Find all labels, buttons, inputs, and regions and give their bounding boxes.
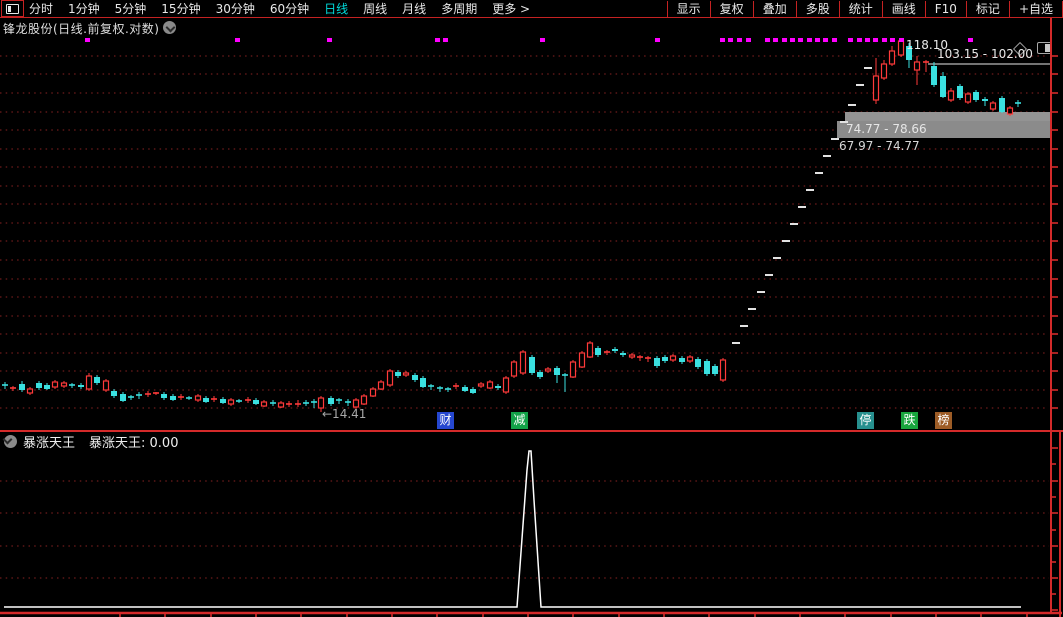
tag-finance[interactable]: 财 — [437, 412, 454, 429]
top-menu-bar: 分时 1分钟 5分钟 15分钟 30分钟 60分钟 日线 周线 月线 多周期 更… — [0, 0, 1063, 18]
stock-title: 锋龙股份(日线.前复权.对数) — [3, 22, 160, 36]
tag-fall[interactable]: 跌 — [901, 412, 918, 429]
tool-menu: 显示 复权 叠加 多股 统计 画线 F10 标记 +自选 — [666, 0, 1063, 17]
high-price-label: 118.10 — [906, 38, 948, 52]
chart-title-bar: 锋龙股份(日线.前复权.对数) — [0, 18, 1063, 57]
gap-price-label: 103.15 - 102.00 — [937, 47, 1033, 61]
menu-item-60min[interactable]: 60分钟 — [269, 2, 310, 16]
window-layout-button[interactable] — [1, 0, 24, 17]
menu-item-drawline[interactable]: 画线 — [881, 0, 925, 17]
menu-item-display[interactable]: 显示 — [666, 0, 710, 17]
collapse-indicator-icon[interactable] — [4, 434, 17, 448]
menu-item-5min[interactable]: 5分钟 — [114, 2, 147, 16]
indicator-name[interactable]: 暴涨天王 — [23, 435, 76, 451]
indicator-value: 暴涨天王: 0.00 — [89, 435, 179, 451]
menu-item-30min[interactable]: 30分钟 — [215, 2, 255, 16]
menu-item-stats[interactable]: 统计 — [838, 0, 882, 17]
menu-item-1min[interactable]: 1分钟 — [68, 2, 100, 16]
menu-item-monthly[interactable]: 月线 — [402, 2, 427, 16]
tag-halt[interactable]: 停 — [857, 412, 874, 429]
menu-item-daily[interactable]: 日线 — [324, 2, 349, 16]
indicator-panel-header: 暴涨天王 暴涨天王: 0.00 — [0, 433, 179, 451]
menu-item-adjust[interactable]: 复权 — [709, 0, 753, 17]
chevron-down-circle-icon[interactable] — [163, 21, 176, 34]
tag-board[interactable]: 榜 — [935, 412, 952, 429]
menu-item-multiperiod[interactable]: 多周期 — [441, 2, 478, 16]
menu-item-overlay[interactable]: 叠加 — [752, 0, 796, 17]
menu-item-weekly[interactable]: 周线 — [363, 2, 388, 16]
menu-item-multistock[interactable]: 多股 — [795, 0, 839, 17]
period-menu: 分时 1分钟 5分钟 15分钟 30分钟 60分钟 日线 周线 月线 多周期 更… — [29, 0, 530, 17]
band-below-price-label: 67.97 - 74.77 — [839, 139, 920, 153]
menu-item-fenshi[interactable]: 分时 — [29, 2, 54, 16]
tag-reduce[interactable]: 减 — [511, 412, 528, 429]
menu-item-f10[interactable]: F10 — [924, 0, 966, 17]
menu-item-mark[interactable]: 标记 — [965, 0, 1009, 17]
panel-layout-icon — [6, 3, 19, 14]
menu-item-add-watchlist[interactable]: +自选 — [1008, 0, 1063, 17]
low-price-label: ←14.41 — [322, 407, 367, 421]
menu-item-15min[interactable]: 15分钟 — [161, 2, 201, 16]
menu-item-more[interactable]: 更多 > — [492, 2, 531, 16]
band-price-label: 74.77 - 78.66 — [846, 122, 927, 136]
